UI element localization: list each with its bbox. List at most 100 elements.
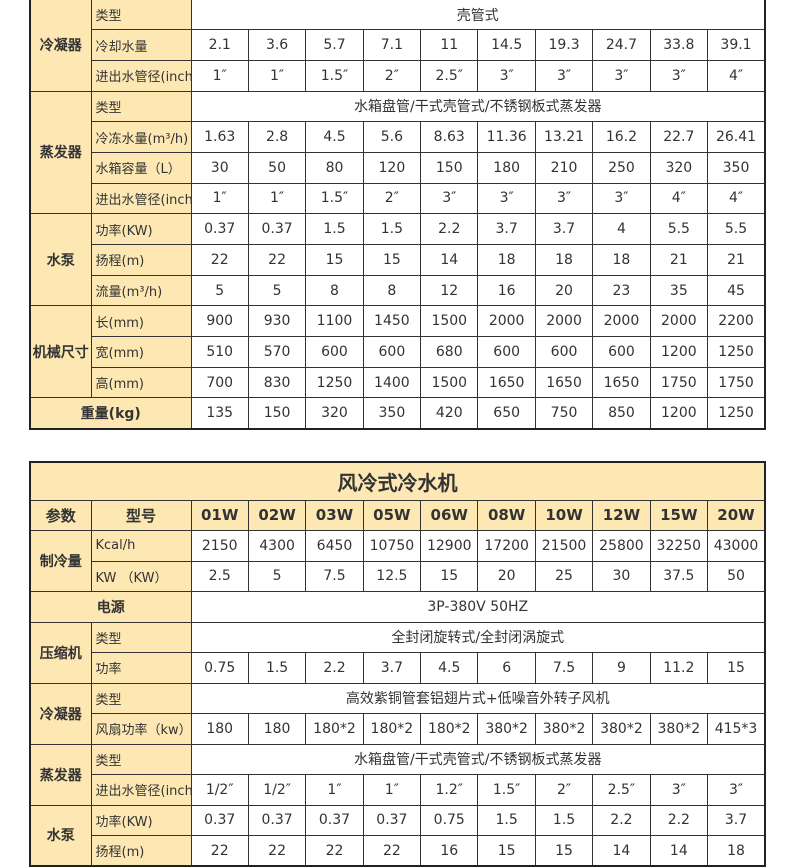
data-cell: 1.2″ xyxy=(420,774,479,806)
merged-cell: 水箱盘管/干式壳管式/不锈钢板式蒸发器 xyxy=(190,743,766,775)
data-cell: 22 xyxy=(190,835,249,867)
data-cell: 14 xyxy=(649,835,709,867)
data-cell: 380*2 xyxy=(477,713,536,745)
row-label: 冷却水量 xyxy=(90,29,192,61)
data-cell: 2.2 xyxy=(420,213,479,245)
group-label: 重量(kg) xyxy=(29,397,192,430)
data-cell: 5.5 xyxy=(649,213,709,245)
data-cell: 2.8 xyxy=(247,121,307,153)
data-cell: 600 xyxy=(592,336,651,368)
spec-row: 制冷量 Kcal/h 2150 4300 6450 10750 12900 17200 2150… xyxy=(29,530,766,592)
data-cell: 1.5 xyxy=(477,804,536,836)
spec-row: 扬程(m) 22 22 15 15 14 18 18 18 21 21 xyxy=(30,244,766,276)
data-cell: 22 xyxy=(247,244,307,276)
data-cell: 600 xyxy=(534,336,594,368)
data-cell: 3.7 xyxy=(477,213,536,245)
row-label: 扬程(m) xyxy=(90,244,192,276)
data-cell: 12.5 xyxy=(362,560,422,592)
row-label: 水箱容量（L） xyxy=(90,151,192,184)
data-cell: 3″ xyxy=(534,59,594,92)
data-cell: 25800 xyxy=(592,530,651,562)
spec-row: 水箱容量（L） 30 50 80 120 150 180 210 250 320 350 xyxy=(30,151,766,184)
data-cell: 180 xyxy=(190,713,249,745)
data-cell: 4.5 xyxy=(305,121,364,153)
data-cell: 21 xyxy=(649,244,709,276)
data-cell: 18 xyxy=(477,244,536,276)
data-cell: 1.5 xyxy=(534,804,594,836)
data-cell: 1.63 xyxy=(190,121,249,153)
data-cell: 3″ xyxy=(649,59,709,92)
data-cell: 180 xyxy=(247,713,307,745)
data-cell: 1100 xyxy=(305,305,364,338)
row-label: 功率(KW) xyxy=(90,804,192,836)
data-cell: 5 xyxy=(247,560,307,592)
data-cell: 1.5 xyxy=(247,652,307,684)
data-cell: 20 xyxy=(477,560,536,592)
data-cell: 250 xyxy=(592,151,651,184)
data-cell: 3″ xyxy=(649,774,709,806)
data-cell: 350 xyxy=(362,397,422,430)
data-cell: 4300 xyxy=(247,530,307,562)
data-cell: 2.2 xyxy=(649,804,709,836)
model-cell: 01W xyxy=(190,499,249,531)
spec-row: 进出水管径(inch) 1/2″ 1/2″ 1″ 1″ 1.2″ 1.5″ 2″ 2.5″ 3″ 3… xyxy=(30,774,766,806)
data-cell: 4 xyxy=(592,213,651,245)
data-cell: 120 xyxy=(362,151,422,184)
header-cell: 参数 xyxy=(29,499,92,531)
row-label: KW （KW） xyxy=(90,560,192,592)
data-cell: 2.2 xyxy=(592,804,651,836)
data-cell: 1200 xyxy=(649,397,709,430)
group-label: 蒸发器 xyxy=(29,743,92,806)
data-cell: 680 xyxy=(420,336,479,368)
data-cell: 1/2″ xyxy=(190,774,249,806)
data-cell: 180*2 xyxy=(305,713,364,745)
spec-row: 水泵 功率(KW) 0.37 0.37 0.37 0.37 0.75 1.5 1.5 2.2 2.2… xyxy=(29,804,766,867)
row-label: 类型 xyxy=(90,0,192,31)
data-cell: 15 xyxy=(707,652,766,684)
data-cell: 4.5 xyxy=(420,652,479,684)
data-cell: 320 xyxy=(305,397,364,430)
data-cell: 4″ xyxy=(649,182,709,215)
spec-row: 冷却水量 2.1 3.6 5.7 7.1 11 14.5 19.3 24.7 33.8 39.1 xyxy=(30,29,766,61)
data-cell: 16 xyxy=(420,835,479,867)
data-cell: 35 xyxy=(649,274,709,307)
spec-row: 冷冻水量(m³/h) 1.63 2.8 4.5 5.6 8.63 11.36 13.21 16.… xyxy=(30,121,766,153)
data-cell: 900 xyxy=(190,305,249,338)
data-cell: 1250 xyxy=(707,336,766,368)
spec-row: 流量(m³/h) 5 5 8 8 12 16 20 23 35 45 xyxy=(30,274,766,307)
data-cell: 380*2 xyxy=(592,713,651,745)
page: 冷凝器 类型 壳管式 冷却水量 2.1 3.6 5.7 7.1 11 14.5 19.3 24.7 33… xyxy=(29,0,766,867)
header-cell: 型号 xyxy=(90,499,192,531)
data-cell: 415*3 xyxy=(707,713,766,745)
spec-row: 蒸发器 类型 水箱盘管/干式壳管式/不锈钢板式蒸发器 xyxy=(29,90,766,215)
model-cell: 10W xyxy=(534,499,594,531)
data-cell: 5.5 xyxy=(707,213,766,245)
merged-cell: 壳管式 xyxy=(190,0,766,31)
data-cell: 7.5 xyxy=(305,560,364,592)
row-label: 流量(m³/h) xyxy=(90,274,192,307)
data-cell: 43000 xyxy=(707,530,766,562)
data-cell: 18 xyxy=(534,244,594,276)
data-cell: 1.5″ xyxy=(305,59,364,92)
group-label: 水泵 xyxy=(29,804,92,867)
group-label: 冷凝器 xyxy=(29,0,92,92)
data-cell: 380*2 xyxy=(649,713,709,745)
data-cell: 1/2″ xyxy=(247,774,307,806)
data-cell: 18 xyxy=(707,835,766,867)
data-cell: 0.75 xyxy=(190,652,249,684)
data-cell: 1″ xyxy=(247,182,307,215)
data-cell: 2.5″ xyxy=(592,774,651,806)
data-cell: 3″ xyxy=(592,182,651,215)
data-cell: 570 xyxy=(247,336,307,368)
data-cell: 25 xyxy=(534,560,594,592)
group-label: 机械尺寸 xyxy=(29,305,92,399)
data-cell: 4″ xyxy=(707,182,766,215)
data-cell: 1″ xyxy=(247,59,307,92)
data-cell: 5.7 xyxy=(305,29,364,61)
data-cell: 600 xyxy=(305,336,364,368)
merged-cell: 水箱盘管/干式壳管式/不锈钢板式蒸发器 xyxy=(190,90,766,123)
spec-row: KW （KW） 2.5 5 7.5 12.5 15 20 25 30 37.5 50 xyxy=(30,560,766,592)
data-cell: 50 xyxy=(707,560,766,592)
data-cell: 19.3 xyxy=(534,29,594,61)
data-cell: 420 xyxy=(420,397,479,430)
